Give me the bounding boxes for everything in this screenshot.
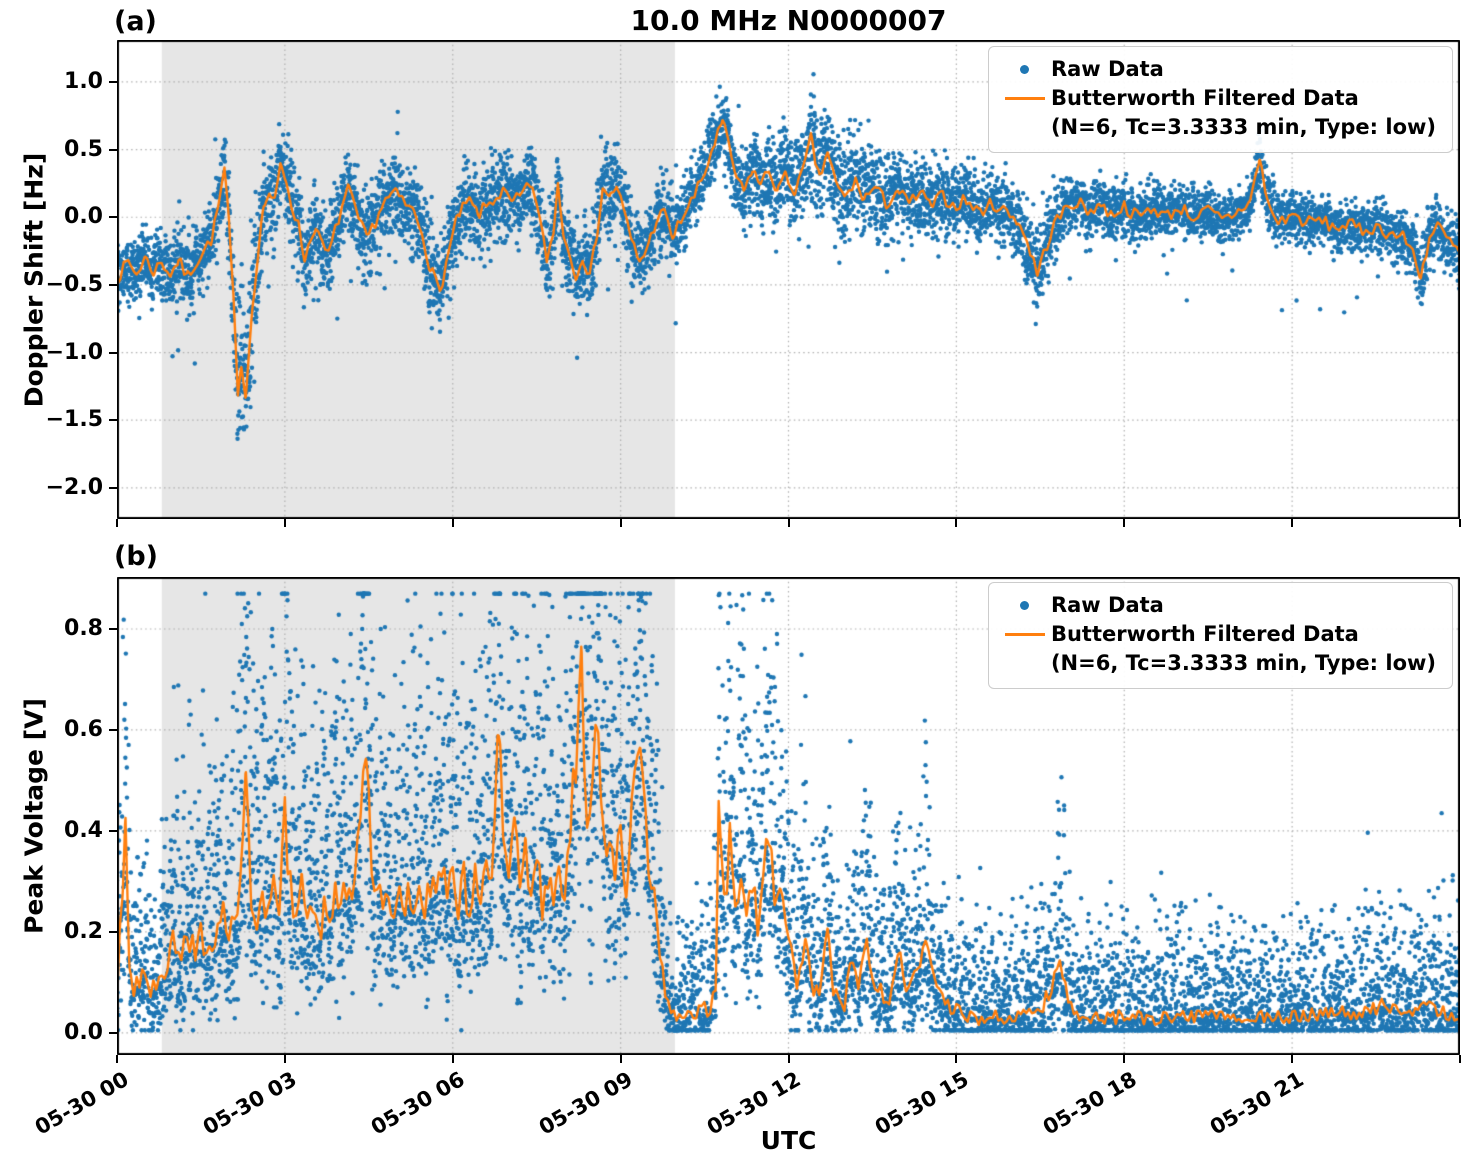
- x-tick-mark: [1459, 1055, 1461, 1063]
- y-tick-mark: [109, 829, 117, 832]
- x-tick-mark: [283, 519, 286, 527]
- y-tick-label: 0.6: [64, 716, 103, 742]
- y-tick-mark: [109, 80, 117, 83]
- x-tick-mark: [116, 1055, 118, 1063]
- legend-raw-label: Raw Data: [1050, 593, 1164, 617]
- y-tick-mark: [109, 351, 117, 354]
- legend-item-filtered: Butterworth Filtered Data (N=6, Tc=3.333…: [999, 84, 1436, 142]
- panel-b-label: (b): [114, 541, 159, 572]
- y-tick-mark: [109, 930, 117, 933]
- y-tick-mark: [109, 148, 117, 151]
- y-tick-label: 0.8: [64, 615, 103, 641]
- y-tick-label: −1.5: [45, 407, 103, 433]
- legend-filtered-label: Butterworth Filtered Data (N=6, Tc=3.333…: [1050, 622, 1436, 675]
- y-tick-label: 0.5: [64, 136, 103, 162]
- legend-item-filtered: Butterworth Filtered Data (N=6, Tc=3.333…: [999, 620, 1436, 678]
- x-tick-mark: [1291, 1055, 1294, 1063]
- panel-b-legend: Raw Data Butterworth Filtered Data (N=6,…: [987, 582, 1453, 689]
- y-tick-mark: [109, 283, 117, 286]
- x-tick-mark: [787, 1055, 790, 1063]
- panel-b-ylabel: Peak Voltage [V]: [19, 698, 49, 934]
- y-tick-mark: [109, 419, 117, 422]
- filtered-line-icon: [999, 620, 1051, 649]
- panel-a-ylabel: Doppler Shift [Hz]: [19, 152, 49, 408]
- x-tick-mark: [787, 519, 790, 527]
- legend-item-raw: Raw Data: [999, 591, 1436, 620]
- x-tick-mark: [1123, 519, 1126, 527]
- x-tick-mark: [451, 519, 454, 527]
- y-tick-mark: [109, 728, 117, 731]
- y-tick-mark: [109, 216, 117, 219]
- legend-filtered-label: Butterworth Filtered Data (N=6, Tc=3.333…: [1050, 86, 1436, 139]
- panel-a-legend: Raw Data Butterworth Filtered Data (N=6,…: [987, 46, 1453, 153]
- x-tick-mark: [955, 1055, 958, 1063]
- y-tick-label: −0.5: [45, 271, 103, 297]
- y-tick-label: 0.0: [64, 204, 103, 230]
- x-tick-mark: [619, 1055, 622, 1063]
- y-tick-mark: [109, 627, 117, 630]
- panel-a-label: (a): [114, 6, 157, 37]
- x-tick-mark: [283, 1055, 286, 1063]
- raw-data-dot-icon: [999, 591, 1051, 620]
- x-tick-mark: [619, 519, 622, 527]
- x-axis-label: UTC: [760, 1126, 817, 1155]
- y-tick-label: −1.0: [45, 339, 103, 365]
- y-tick-label: 1.0: [64, 68, 103, 94]
- x-tick-mark: [1123, 1055, 1126, 1063]
- raw-data-dot-icon: [999, 55, 1051, 84]
- x-tick-mark: [451, 1055, 454, 1063]
- y-tick-label: −2.0: [45, 474, 103, 500]
- legend-raw-label: Raw Data: [1050, 57, 1164, 81]
- x-tick-mark: [1291, 519, 1294, 527]
- x-tick-mark: [116, 519, 118, 527]
- y-tick-label: 0.0: [64, 1019, 103, 1045]
- x-tick-mark: [1459, 519, 1461, 527]
- filtered-line-icon: [999, 84, 1051, 113]
- y-tick-mark: [109, 1031, 117, 1034]
- y-tick-mark: [109, 486, 117, 489]
- legend-item-raw: Raw Data: [999, 55, 1436, 84]
- chart-title: 10.0 MHz N0000007: [630, 4, 947, 37]
- y-tick-label: 0.2: [64, 918, 103, 944]
- x-tick-mark: [955, 519, 958, 527]
- y-tick-label: 0.4: [64, 817, 103, 843]
